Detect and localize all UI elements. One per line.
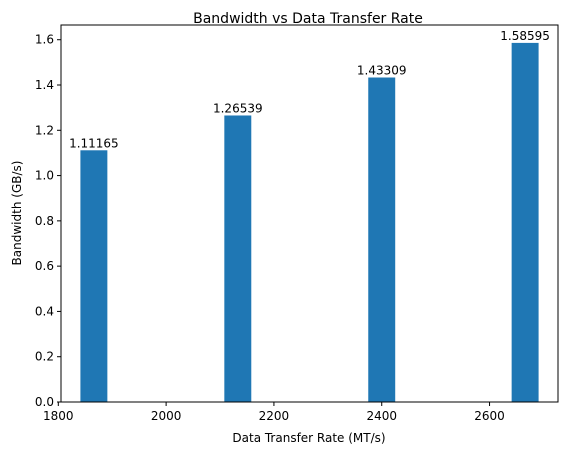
bar: [511, 42, 539, 402]
x-axis-label: Data Transfer Rate (MT/s): [232, 431, 385, 445]
bar: [224, 115, 252, 402]
y-axis: 0.0 0.2 0.4 0.6 0.8 1.0 1.2 1.4 1.6: [35, 33, 61, 409]
y-tick-label: 1.6: [35, 33, 54, 47]
plot-frame: [60, 24, 559, 403]
x-tick-label: 2400: [366, 409, 397, 423]
y-tick-label: 0.0: [35, 395, 54, 409]
x-tick-label: 2200: [259, 409, 290, 423]
chart-title: Bandwidth vs Data Transfer Rate: [193, 11, 423, 27]
y-tick-label: 1.4: [35, 78, 54, 92]
y-tick-label: 0.2: [35, 350, 54, 364]
x-tick-label: 2600: [474, 409, 505, 423]
y-tick-label: 1.0: [35, 169, 54, 183]
x-tick-label: 2000: [151, 409, 182, 423]
y-axis-label: Bandwidth (GB/s): [10, 161, 24, 266]
bar: [368, 77, 396, 402]
y-tick-label: 0.6: [35, 259, 54, 273]
bar-value-label: 1.26539: [213, 101, 263, 115]
y-tick-label: 0.8: [35, 214, 54, 228]
bar-value-label: 1.58595: [500, 29, 550, 43]
y-tick-label: 1.2: [35, 123, 54, 137]
bar-value-labels: 1.11165 1.26539 1.43309 1.58595: [69, 29, 550, 150]
y-tick-label: 0.4: [35, 304, 54, 318]
bar-value-label: 1.11165: [69, 136, 119, 150]
bar-value-label: 1.43309: [357, 64, 407, 78]
x-axis: 1800 2000 2200 2400 2600: [43, 402, 505, 423]
bars: [80, 42, 539, 402]
bar: [80, 150, 108, 402]
x-tick-label: 1800: [43, 409, 74, 423]
